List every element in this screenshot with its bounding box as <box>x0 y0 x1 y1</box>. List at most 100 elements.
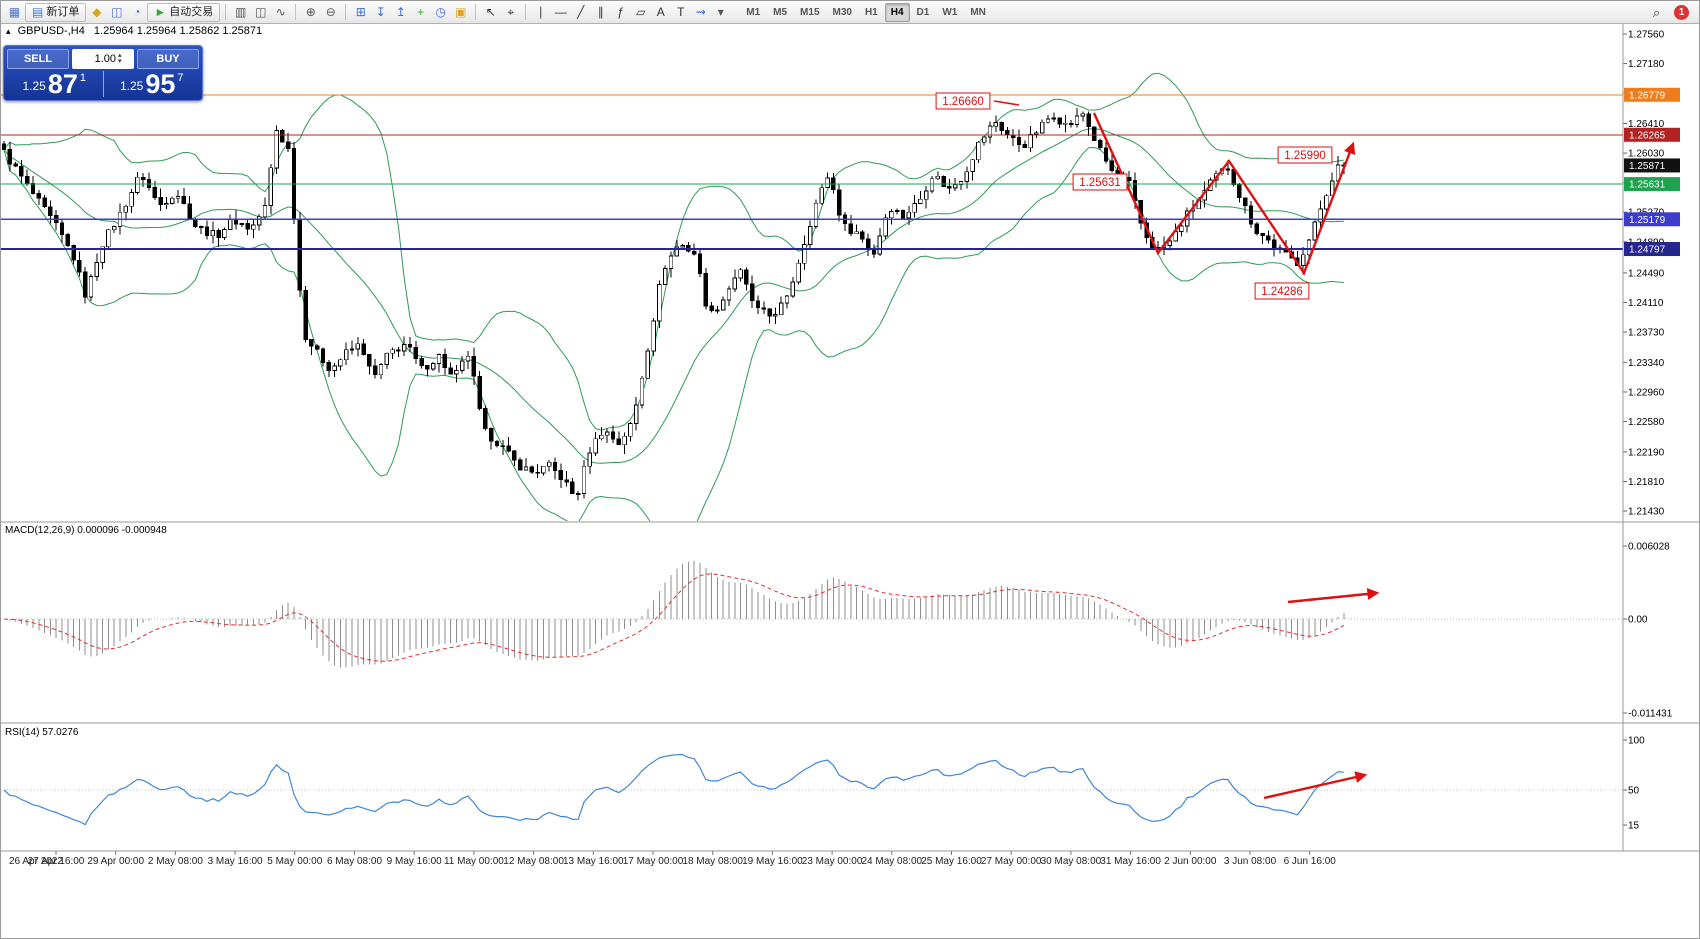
price-axis-label: 1.22580 <box>1628 417 1665 428</box>
cursor-icon-glyph: ↖ <box>485 5 496 19</box>
crosshair-icon[interactable]: ⌖ <box>501 3 520 22</box>
text-label-icon[interactable]: T <box>671 3 690 22</box>
chart-canvas[interactable]: 1.275601.271801.268001.264101.260301.256… <box>1 24 1700 939</box>
time-axis-label: 12 May 08:00 <box>503 856 564 867</box>
bar-chart-mode-icon[interactable]: ▥ <box>231 3 250 22</box>
search-icon[interactable]: ⌕ <box>1652 4 1661 20</box>
time-axis-label: 3 May 16:00 <box>208 856 263 867</box>
buy-button[interactable]: BUY <box>137 49 199 69</box>
market-watch-icon-glyph: ◆ <box>92 5 102 19</box>
price-annotation-label[interactable]: 1.25631 <box>1072 173 1128 191</box>
news-icon[interactable]: ▣ <box>451 3 470 22</box>
toolbar-separator <box>525 4 527 20</box>
text-label-icon-glyph: T <box>677 5 685 19</box>
one-click-collapse-icon[interactable]: ▴ <box>6 26 11 36</box>
indicators-icon[interactable]: ↧ <box>371 3 390 22</box>
buy-price[interactable]: 1.25 95 7 <box>105 71 200 98</box>
volume-stepper: ▴ ▾ <box>72 49 134 69</box>
notification-badge[interactable]: 1 <box>1674 4 1689 20</box>
time-axis-label: 17 May 00:00 <box>623 856 684 867</box>
time-axis-label: 29 Apr 00:00 <box>87 856 144 867</box>
text-icon[interactable]: A <box>651 3 670 22</box>
time-axis-label: 2 Jun 00:00 <box>1164 856 1217 867</box>
horizontal-line-icon[interactable]: ― <box>551 3 570 22</box>
objects-list-icon[interactable]: ↥ <box>391 3 410 22</box>
time-axis-label: 2 May 08:00 <box>148 856 203 867</box>
data-window-icon[interactable]: ◫ <box>107 3 126 22</box>
timeframe-m5-button[interactable]: M5 <box>773 6 788 18</box>
line-chart-mode-icon[interactable]: ∿ <box>271 3 290 22</box>
zoom-out-icon-glyph: ⊖ <box>325 5 336 19</box>
bollinger-middle-band <box>3 128 1344 464</box>
sell-price-prefix: 1.25 <box>22 79 46 93</box>
auto-trading-button[interactable]: ► 自动交易 <box>147 2 221 22</box>
svg-text:1.25871: 1.25871 <box>1629 161 1666 172</box>
price-annotation-label[interactable]: 1.24286 <box>1254 282 1310 300</box>
shapes-icon[interactable]: ▱ <box>631 3 650 22</box>
timeframe-m15-button[interactable]: M15 <box>800 6 820 18</box>
zoom-in-icon-glyph: ⊕ <box>305 5 316 19</box>
time-axis-label: 24 May 08:00 <box>861 856 922 867</box>
time-axis-label: 27 Apr 16:00 <box>28 856 85 867</box>
price-tag-1.25631: 1.25631 <box>1624 177 1680 192</box>
time-axis[interactable] <box>1 851 1700 879</box>
volume-input[interactable] <box>74 53 116 65</box>
bollinger-upper-band <box>3 72 1344 431</box>
volume-down-icon[interactable]: ▾ <box>118 58 122 65</box>
price-axis-label: 1.24490 <box>1628 268 1665 279</box>
price-divider <box>102 71 104 97</box>
rsi-trend-arrow[interactable] <box>1263 771 1368 800</box>
timeframe-w1-button[interactable]: W1 <box>942 6 958 18</box>
trendline-icon[interactable]: ╱ <box>571 3 590 22</box>
price-axis-label: 1.22960 <box>1628 387 1665 398</box>
timeframe-m30-button[interactable]: M30 <box>832 6 852 18</box>
chart-window: ▴ GBPUSD-,H4 1.25964 1.25964 1.25862 1.2… <box>1 24 1700 939</box>
price-annotation-label[interactable]: 1.26660 <box>935 92 991 110</box>
candlestick-mode-icon[interactable]: ◫ <box>251 3 270 22</box>
arrows-dropdown-icon-glyph: ▾ <box>717 5 724 19</box>
arrows-dropdown-icon[interactable]: ▾ <box>711 3 730 22</box>
arrows-tool-icon-glyph: ⇝ <box>695 5 706 19</box>
macd-signal-line <box>3 573 1345 662</box>
macd-axis-label: -0.011431 <box>1628 709 1673 720</box>
cycles-icon[interactable]: ◷ <box>431 3 450 22</box>
timeframe-h1-button[interactable]: H1 <box>864 6 878 18</box>
volume-spinner: ▴ ▾ <box>118 52 122 65</box>
timeframe-d1-button[interactable]: D1 <box>916 6 930 18</box>
timeframe-h4-button[interactable]: H4 <box>884 2 910 22</box>
market-watch-icon[interactable]: ◆ <box>87 3 106 22</box>
sell-price[interactable]: 1.25 87 1 <box>7 69 102 99</box>
toolbar-right: ⌕ 1 <box>1647 3 1695 22</box>
fibonacci-icon[interactable]: ƒ <box>611 3 630 22</box>
annotation-leader-line[interactable] <box>993 100 1020 106</box>
timeframe-m1-button[interactable]: M1 <box>746 6 761 18</box>
arrows-tool-icon[interactable]: ⇝ <box>691 3 710 22</box>
tile-windows-icon[interactable]: ⊞ <box>351 3 370 22</box>
zigzag-projection-arrow[interactable] <box>1092 112 1356 276</box>
chart-window-icon[interactable]: ▦ <box>5 3 24 22</box>
terminal-icon[interactable]: ◔ <box>127 3 146 22</box>
cursor-icon[interactable]: ↖ <box>481 3 500 22</box>
toolbar: ▦ ▤ 新订单 ◆ ◫ ◔ ► 自动交易 ▥ ◫ ∿ ⊕ ⊖ ⊞ ↧ ↥ + ◷ ▣ ↖ ⌖ ∣ ― ╱ ∥ ƒ ▱ A T ⇝ ▾ M1 M… <box>1 1 1699 24</box>
price-annotation-label[interactable]: 1.25990 <box>1277 146 1333 164</box>
volume-up-icon[interactable]: ▴ <box>118 52 122 59</box>
timeframe-mn-button[interactable]: MN <box>970 6 986 18</box>
sell-button[interactable]: SELL <box>7 49 69 69</box>
buy-price-prefix: 1.25 <box>119 79 144 93</box>
current-price-tag: 1.25871 <box>1624 158 1680 173</box>
new-order-button[interactable]: ▤ 新订单 <box>25 2 87 22</box>
add-chart-icon[interactable]: + <box>411 3 430 22</box>
time-axis-label: 25 May 16:00 <box>921 856 982 867</box>
equidistant-channel-icon[interactable]: ∥ <box>591 3 610 22</box>
zoom-out-icon[interactable]: ⊖ <box>321 3 340 22</box>
candlestick-series <box>1 107 1346 501</box>
zoom-in-icon[interactable]: ⊕ <box>301 3 320 22</box>
vertical-line-icon[interactable]: ∣ <box>531 3 550 22</box>
price-axis[interactable] <box>1623 24 1700 851</box>
svg-text:1.25179: 1.25179 <box>1629 215 1666 226</box>
sell-price-big: 87 <box>47 69 78 99</box>
price-axis-label: 1.26410 <box>1628 119 1665 130</box>
buy-price-sup: 7 <box>177 72 184 84</box>
macd-trend-arrow[interactable] <box>1287 587 1380 604</box>
price-axis-label: 1.23340 <box>1628 358 1665 369</box>
